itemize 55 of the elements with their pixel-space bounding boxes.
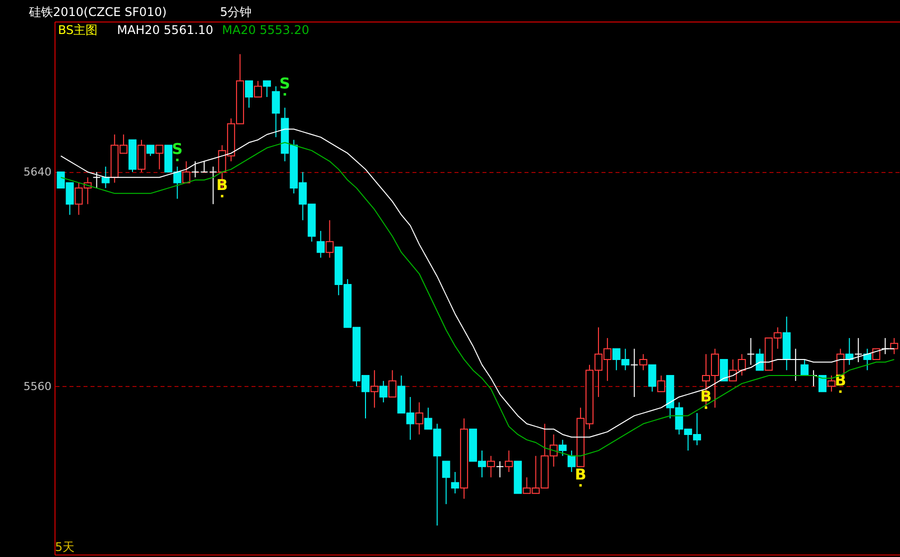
- candlestick: [254, 80, 262, 98]
- candlestick: [568, 450, 576, 472]
- candlestick: [442, 460, 450, 505]
- candlestick: [200, 160, 208, 172]
- chart-title: 硅铁2010(CZCE SF010): [28, 5, 167, 19]
- candlestick: [746, 338, 755, 366]
- candlestick: [720, 358, 728, 382]
- y-tick-label: 5640: [24, 165, 52, 178]
- text: MA20 5553.20: [222, 23, 310, 37]
- candlestick: [155, 144, 164, 170]
- y-tick-label: 5560: [24, 380, 52, 393]
- candlestick: [630, 348, 638, 398]
- candlestick: [370, 370, 378, 408]
- data-label: S: [172, 140, 183, 158]
- chart-subtitle: 5分钟: [220, 5, 252, 19]
- candlestick: [657, 375, 666, 392]
- point: [176, 158, 179, 162]
- annotation: BS主图: [58, 23, 98, 37]
- candlestick: [191, 160, 200, 178]
- candlestick: [890, 338, 898, 355]
- candlestick: [209, 166, 218, 205]
- candlestick: [388, 370, 396, 398]
- point: [284, 93, 286, 96]
- data-label: B: [834, 372, 846, 390]
- point: [579, 484, 582, 487]
- candlestick: [496, 460, 504, 478]
- candlestick: [648, 364, 656, 392]
- text: MAH20 5561.10: [117, 23, 214, 37]
- candlestick: [272, 86, 280, 138]
- candlestick: [451, 471, 460, 494]
- candlestick: [504, 450, 513, 472]
- candlestick: [756, 348, 764, 371]
- point: [220, 194, 224, 198]
- candlestick: [182, 160, 190, 184]
- candlestick: [818, 375, 826, 392]
- candlestick: [379, 380, 388, 403]
- candlestick: [854, 338, 862, 363]
- candlestick: [415, 402, 424, 435]
- candlestick: [558, 439, 567, 456]
- annotation: 5天: [55, 540, 75, 554]
- candlestick: [326, 220, 334, 258]
- data-label: S: [279, 74, 290, 92]
- candlestick: [146, 144, 154, 156]
- data-label: B: [574, 465, 586, 484]
- candlestick: [316, 230, 325, 258]
- candlestick: [800, 358, 809, 376]
- candlestick: [245, 80, 253, 108]
- candlestick: [863, 348, 872, 371]
- candlestick: [639, 354, 648, 371]
- candlestick: [262, 80, 271, 98]
- point: [839, 390, 842, 393]
- candlestick: [92, 171, 101, 189]
- data-label: B: [216, 176, 228, 194]
- candlestick: [827, 375, 836, 392]
- candlestick: [486, 455, 495, 478]
